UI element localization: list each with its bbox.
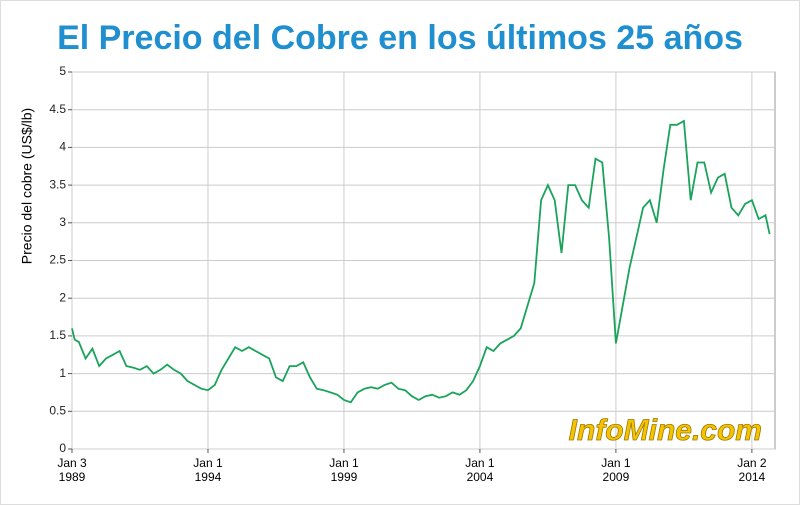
y-tick-label: 0 — [59, 441, 66, 455]
y-tick-label: 3 — [59, 215, 66, 229]
y-tick-label: 1.5 — [49, 328, 66, 342]
watermark: InfoMine.com — [569, 414, 762, 447]
chart-title: El Precio del Cobre en los últimos 25 añ… — [57, 19, 743, 57]
y-tick-label: 2.5 — [49, 253, 66, 267]
x-tick-label: Jan 1 1999 — [329, 456, 359, 484]
x-tick-label: Jan 2 2014 — [737, 456, 767, 484]
y-axis-label: Precio del cobre (US$/lb) — [19, 108, 35, 264]
x-tick-label: Jan 1 1994 — [193, 456, 223, 484]
y-tick-label: 2 — [59, 290, 66, 304]
y-tick-label: 3.5 — [49, 177, 66, 191]
y-tick-label: 1 — [59, 366, 66, 380]
y-tick-label: 0.5 — [49, 403, 66, 417]
price-line — [71, 119, 771, 404]
y-tick-label: 4.5 — [49, 102, 66, 116]
x-tick-label: Jan 1 2009 — [601, 456, 631, 484]
x-tick-label: Jan 1 2004 — [465, 456, 495, 484]
y-tick-label: 4 — [59, 140, 66, 154]
y-tick-label: 5 — [59, 64, 66, 78]
x-tick-label: Jan 3 1989 — [57, 456, 87, 484]
